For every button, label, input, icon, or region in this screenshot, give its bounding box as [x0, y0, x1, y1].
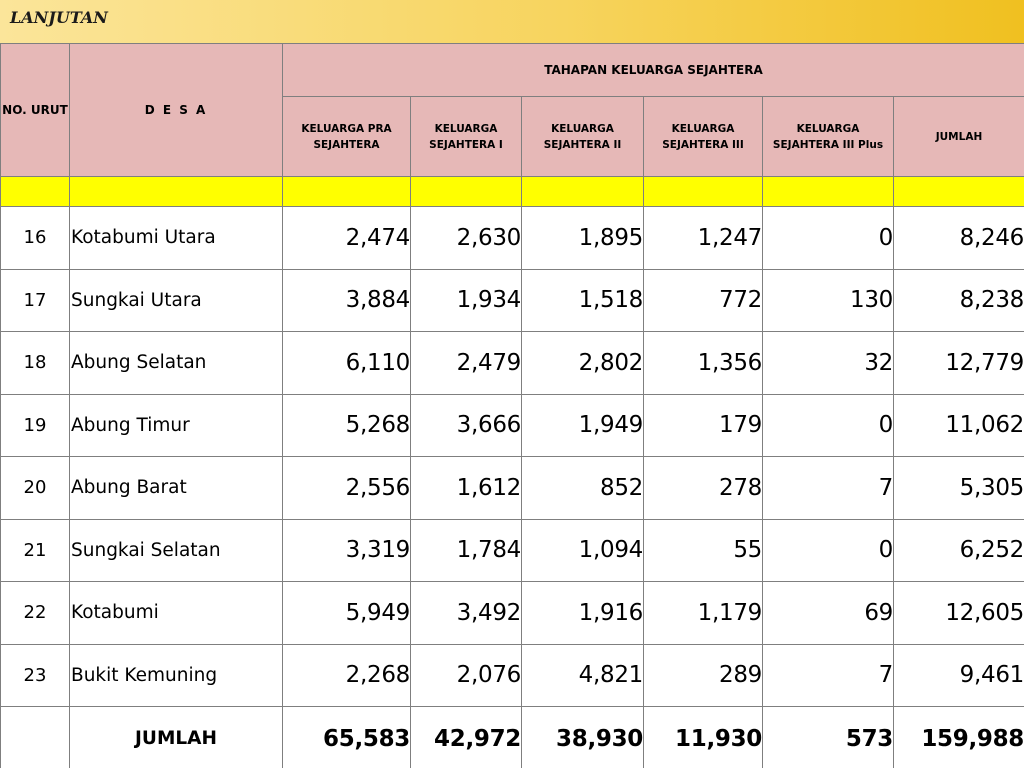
cell-jumlah: 8,238	[893, 268, 1024, 332]
table-row: 17 Sungkai Utara 3,884 1,934 1,518 772 1…	[0, 268, 1024, 332]
cell-sejahtera-1: 3,666	[410, 393, 522, 457]
header-jumlah: JUMLAH	[893, 96, 1024, 177]
header-tahapan: TAHAPAN KELUARGA SEJAHTERA	[282, 43, 1024, 97]
cell-sejahtera-3: 55	[643, 518, 763, 582]
cell-sejahtera-3-plus: 32	[762, 331, 894, 395]
cell-sejahtera-2: 1,949	[521, 393, 644, 457]
cell-sejahtera-1: 2,076	[410, 643, 522, 707]
cell-sejahtera-1: 3,492	[410, 581, 522, 645]
cell-sejahtera-2: 852	[521, 456, 644, 520]
table-row: 20 Abung Barat 2,556 1,612 852 278 7 5,3…	[0, 456, 1024, 520]
header-sejahtera-2: KELUARGA SEJAHTERA II	[521, 96, 644, 177]
row-desa: Kotabumi	[69, 581, 283, 645]
row-number: 22	[0, 581, 70, 645]
cell-jumlah: 6,252	[893, 518, 1024, 582]
cell-sejahtera-3-plus: 7	[762, 456, 894, 520]
cell-pra-sejahtera: 6,110	[282, 331, 411, 395]
header-sejahtera-3: KELUARGA SEJAHTERA III	[643, 96, 763, 177]
cell-sejahtera-3: 1,179	[643, 581, 763, 645]
total-label: JUMLAH	[69, 706, 283, 768]
row-desa: Abung Timur	[69, 393, 283, 457]
row-number: 20	[0, 456, 70, 520]
header-desa: D E S A	[69, 43, 283, 177]
cell-sejahtera-2: 1,518	[521, 268, 644, 332]
table-row: 21 Sungkai Selatan 3,319 1,784 1,094 55 …	[0, 518, 1024, 582]
cell-sejahtera-3-plus: 7	[762, 643, 894, 707]
cell-pra-sejahtera: 5,268	[282, 393, 411, 457]
cell-sejahtera-3: 1,247	[643, 206, 763, 270]
cell-pra-sejahtera: 3,884	[282, 268, 411, 332]
cell-jumlah: 9,461	[893, 643, 1024, 707]
cell-pra-sejahtera: 2,474	[282, 206, 411, 270]
cell-sejahtera-2: 1,895	[521, 206, 644, 270]
family-welfare-table: NO. URUT D E S A TAHAPAN KELUARGA SEJAHT…	[0, 43, 1024, 768]
cell-sejahtera-3-plus: 0	[762, 206, 894, 270]
row-number: 19	[0, 393, 70, 457]
total-pra-sejahtera: 65,583	[282, 706, 411, 768]
cell-sejahtera-3-plus: 0	[762, 518, 894, 582]
total-sejahtera-3: 11,930	[643, 706, 763, 768]
cell-sejahtera-3-plus: 69	[762, 581, 894, 645]
cell-pra-sejahtera: 5,949	[282, 581, 411, 645]
table-row: 16 Kotabumi Utara 2,474 2,630 1,895 1,24…	[0, 206, 1024, 270]
header-pra-sejahtera: KELUARGA PRA SEJAHTERA	[282, 96, 411, 177]
table-row: 19 Abung Timur 5,268 3,666 1,949 179 0 1…	[0, 393, 1024, 457]
row-number: 17	[0, 268, 70, 332]
cell-sejahtera-3: 289	[643, 643, 763, 707]
row-desa: Bukit Kemuning	[69, 643, 283, 707]
total-empty-cell	[0, 706, 70, 768]
cell-jumlah: 12,605	[893, 581, 1024, 645]
cell-sejahtera-1: 2,479	[410, 331, 522, 395]
row-desa: Abung Barat	[69, 456, 283, 520]
total-sejahtera-3-plus: 573	[762, 706, 894, 768]
cell-jumlah: 8,246	[893, 206, 1024, 270]
row-number: 21	[0, 518, 70, 582]
cell-sejahtera-3: 772	[643, 268, 763, 332]
page-title: LANJUTAN	[10, 8, 108, 27]
table-row: 18 Abung Selatan 6,110 2,479 2,802 1,356…	[0, 331, 1024, 395]
cell-jumlah: 11,062	[893, 393, 1024, 457]
cell-sejahtera-1: 1,612	[410, 456, 522, 520]
cell-sejahtera-3: 278	[643, 456, 763, 520]
header-sejahtera-1: KELUARGA SEJAHTERA I	[410, 96, 522, 177]
cell-sejahtera-1: 1,784	[410, 518, 522, 582]
total-jumlah: 159,988	[893, 706, 1024, 768]
total-row: JUMLAH 65,583 42,972 38,930 11,930 573 1…	[0, 706, 1024, 768]
cell-sejahtera-2: 4,821	[521, 643, 644, 707]
row-desa: Sungkai Utara	[69, 268, 283, 332]
row-number: 23	[0, 643, 70, 707]
row-number: 18	[0, 331, 70, 395]
cell-sejahtera-2: 1,916	[521, 581, 644, 645]
cell-sejahtera-2: 2,802	[521, 331, 644, 395]
cell-sejahtera-3: 1,356	[643, 331, 763, 395]
total-sejahtera-2: 38,930	[521, 706, 644, 768]
cell-sejahtera-3: 179	[643, 393, 763, 457]
cell-pra-sejahtera: 2,268	[282, 643, 411, 707]
cell-sejahtera-1: 2,630	[410, 206, 522, 270]
row-number: 16	[0, 206, 70, 270]
cell-jumlah: 12,779	[893, 331, 1024, 395]
header-sejahtera-3-plus: KELUARGA SEJAHTERA III Plus	[762, 96, 894, 177]
header-no-urut: NO. URUT	[0, 43, 70, 177]
table-row: 23 Bukit Kemuning 2,268 2,076 4,821 289 …	[0, 643, 1024, 707]
cell-jumlah: 5,305	[893, 456, 1024, 520]
cell-sejahtera-3-plus: 0	[762, 393, 894, 457]
table-row: 22 Kotabumi 5,949 3,492 1,916 1,179 69 1…	[0, 581, 1024, 645]
highlight-spacer-row	[0, 176, 1024, 207]
row-desa: Abung Selatan	[69, 331, 283, 395]
cell-pra-sejahtera: 2,556	[282, 456, 411, 520]
row-desa: Sungkai Selatan	[69, 518, 283, 582]
cell-sejahtera-1: 1,934	[410, 268, 522, 332]
total-sejahtera-1: 42,972	[410, 706, 522, 768]
cell-sejahtera-3-plus: 130	[762, 268, 894, 332]
row-desa: Kotabumi Utara	[69, 206, 283, 270]
title-bar: LANJUTAN	[0, 0, 1024, 43]
cell-sejahtera-2: 1,094	[521, 518, 644, 582]
cell-pra-sejahtera: 3,319	[282, 518, 411, 582]
